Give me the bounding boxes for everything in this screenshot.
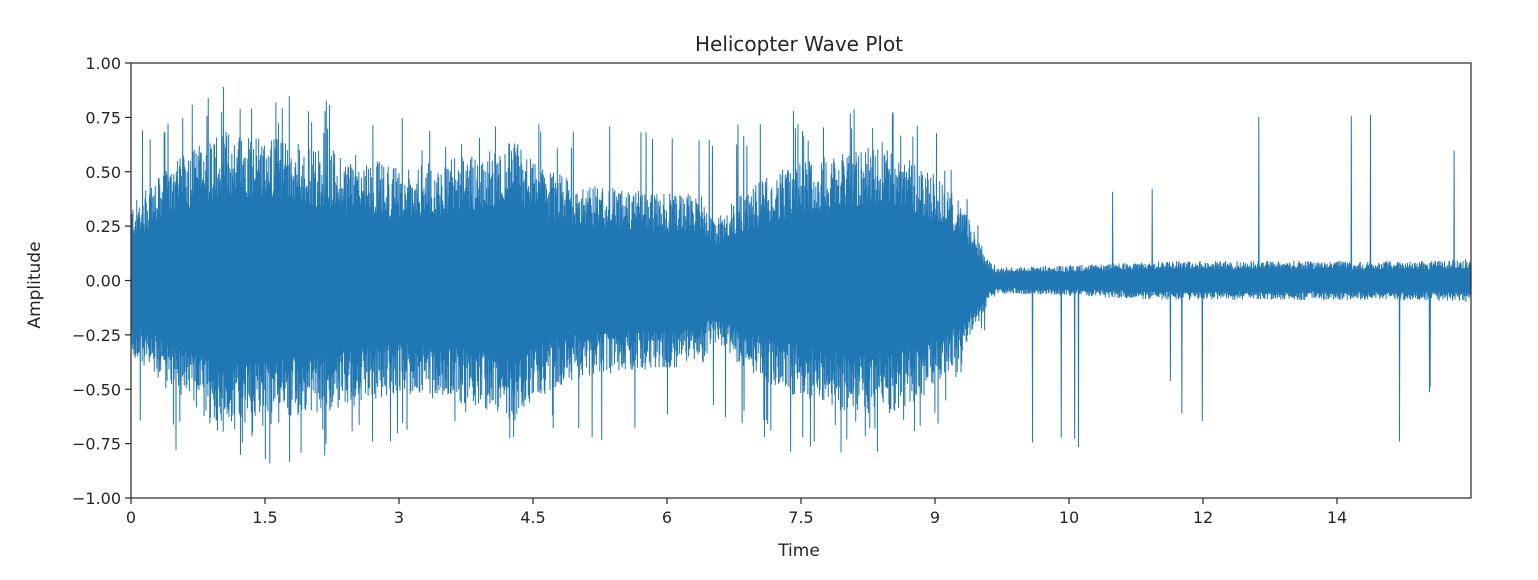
chart-title: Helicopter Wave Plot	[695, 32, 903, 56]
x-tick-label: 1.5	[252, 508, 277, 527]
y-tick-label: −0.50	[72, 380, 121, 399]
y-tick-label: 0.50	[85, 163, 121, 182]
y-axis: 1.00 0.75 0.50 0.25 0.00 −0.25 −0.50 −0.75 −1.00	[72, 54, 131, 508]
y-tick-label: 0.00	[85, 272, 121, 291]
waveform-series	[131, 86, 1471, 464]
x-tick-label: 14	[1327, 508, 1347, 527]
y-tick-label: −0.25	[72, 326, 121, 345]
x-tick-label: 0	[126, 508, 136, 527]
y-tick-label: −0.75	[72, 435, 121, 454]
x-tick-label: 10	[1059, 508, 1079, 527]
y-tick-label: 0.25	[85, 217, 121, 236]
y-tick-label: 1.00	[85, 54, 121, 73]
x-tick-label: 3	[394, 508, 404, 527]
x-tick-label: 9	[930, 508, 940, 527]
y-axis-label: Amplitude	[25, 241, 45, 328]
x-tick-label: 7.5	[788, 508, 813, 527]
y-tick-label: 0.75	[85, 108, 121, 127]
x-axis-label: Time	[777, 541, 820, 561]
x-tick-label: 4.5	[520, 508, 545, 527]
x-axis: 0 1.5 3 4.5 6 7.5 9 10 12 14	[126, 498, 1347, 527]
y-tick-label: −1.00	[72, 489, 121, 508]
x-tick-label: 6	[662, 508, 672, 527]
x-tick-label: 12	[1193, 508, 1213, 527]
plot-area	[131, 86, 1471, 464]
